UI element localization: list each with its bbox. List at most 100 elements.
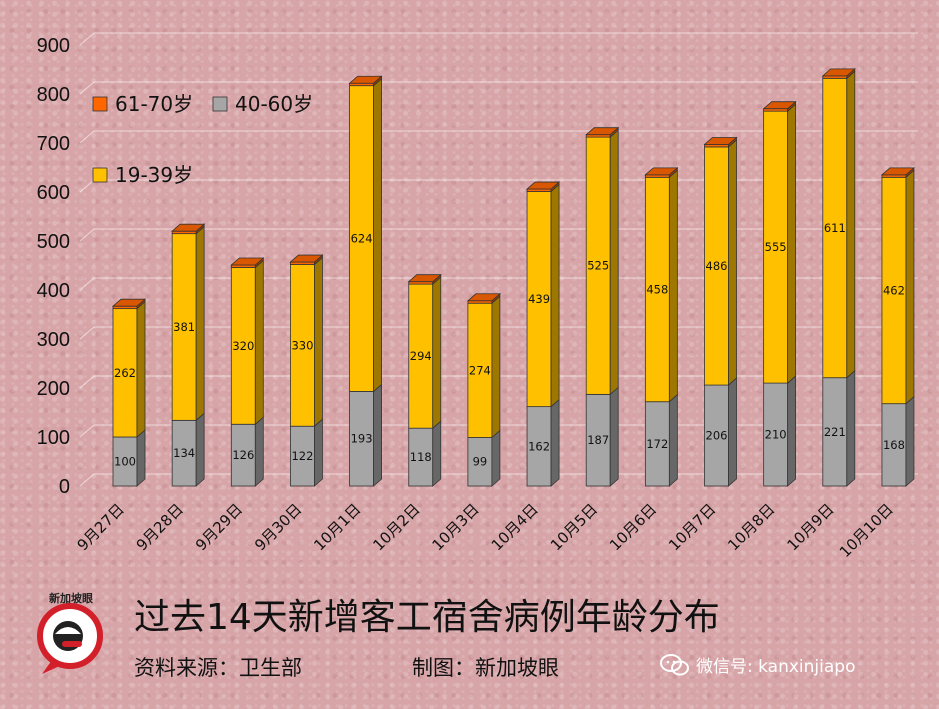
data-label: 486	[706, 259, 728, 273]
bar-top	[525, 181, 561, 190]
bar-top	[466, 293, 501, 302]
x-tick-label: 10月3日	[429, 500, 483, 554]
bar-segment	[881, 176, 907, 405]
x-tick-label: 10月8日	[724, 500, 778, 554]
bar-segment	[230, 267, 256, 425]
y-tick-label: 600	[37, 182, 70, 204]
data-label: 118	[410, 450, 432, 464]
data-label: 462	[883, 283, 905, 297]
bar-segment	[644, 401, 670, 487]
legend: 61-70岁 40-60岁 19-39岁	[92, 92, 313, 187]
data-label: 262	[114, 366, 136, 380]
legend-label: 40-60岁	[235, 92, 313, 116]
y-tick-label: 100	[37, 427, 70, 449]
y-tick-label: 0	[59, 476, 70, 498]
grid-line	[79, 179, 95, 193]
data-label: 381	[173, 320, 195, 334]
bar-top	[821, 68, 856, 77]
bar-segment	[763, 382, 789, 487]
bar-top	[880, 167, 916, 176]
bar-top	[407, 274, 442, 283]
bar-segment	[467, 437, 493, 487]
bar-top	[171, 223, 206, 232]
data-label: 122	[291, 449, 313, 463]
y-axis: 0 100 200 300 400 500 600 700 800 900	[37, 35, 70, 498]
data-label: 134	[173, 446, 195, 460]
bar-side	[728, 139, 737, 386]
bar-side	[432, 420, 442, 487]
x-tick-label: 10月9日	[783, 500, 837, 554]
grid-line	[79, 277, 95, 291]
bar-segment	[112, 308, 138, 438]
bar-segment	[822, 77, 848, 379]
wechat-id: 微信号: kanxinjiapo	[660, 652, 855, 677]
data-label: 611	[824, 221, 846, 235]
bar-segment	[704, 384, 729, 487]
bar-segment	[112, 436, 138, 487]
bar-side	[195, 225, 205, 422]
y-tick-label: 200	[37, 378, 70, 400]
x-tick-label: 10月4日	[488, 500, 542, 554]
chart-maker: 制图：新加坡眼	[412, 656, 559, 680]
data-label: 555	[765, 240, 787, 254]
bar-side	[432, 276, 442, 430]
bar-top	[230, 257, 265, 266]
bar-side	[550, 183, 560, 408]
bar-segment	[349, 391, 375, 487]
legend-label: 19-39岁	[115, 163, 193, 187]
data-label: 274	[469, 363, 491, 377]
grid-line	[79, 130, 95, 144]
bar-side	[609, 386, 619, 487]
data-label: 126	[232, 448, 254, 462]
data-label: 193	[351, 432, 373, 446]
bar-side	[787, 375, 797, 487]
bar-side	[254, 259, 264, 426]
bar-segment	[171, 419, 197, 487]
y-tick-label: 700	[37, 133, 70, 155]
bar-segment	[585, 136, 611, 395]
data-label: 210	[765, 428, 787, 442]
bar-side	[609, 129, 619, 396]
grid-line	[79, 375, 95, 389]
bar-top	[703, 137, 738, 145]
bars: 100 262 134 381 126 320 122 330 193 624 118 294 99 27…	[111, 67, 916, 487]
grid-line	[79, 32, 95, 46]
data-label: 439	[528, 292, 550, 306]
data-label: 330	[291, 338, 313, 352]
bar-top	[111, 298, 147, 307]
data-label: 624	[351, 232, 373, 246]
bar-side	[846, 369, 856, 487]
y-tick-label: 500	[37, 231, 70, 253]
data-source: 资料来源：卫生部	[134, 656, 302, 680]
grid-line	[79, 424, 95, 438]
wechat-text: 微信号: kanxinjiapo	[696, 657, 856, 677]
bar-segment	[526, 191, 552, 408]
data-label: 221	[824, 425, 846, 439]
stacked-bar-chart: 0 100 200 300 400 500 600 700 800 900 100 262 134 38…	[37, 32, 918, 561]
bar-segment	[644, 176, 670, 403]
y-tick-label: 800	[37, 84, 70, 106]
bar-side	[905, 395, 915, 487]
bar-side	[668, 169, 678, 403]
legend-swatch	[92, 167, 108, 183]
bar-side	[728, 377, 737, 487]
x-tick-label: 10月2日	[369, 500, 423, 554]
bar-side	[314, 418, 323, 487]
x-tick-label: 9月30日	[251, 500, 305, 554]
logo-icon	[37, 603, 103, 674]
wechat-icon	[660, 653, 689, 675]
data-label: 99	[473, 455, 488, 469]
grid-line	[79, 326, 95, 340]
data-label: 458	[646, 283, 668, 297]
bar-top	[289, 254, 324, 263]
grid-line	[79, 473, 95, 487]
legend-swatch	[212, 96, 228, 112]
bar-side	[787, 103, 797, 384]
bar-side	[550, 398, 560, 487]
data-label: 168	[883, 438, 905, 452]
bar-side	[373, 77, 383, 393]
legend-label: 61-70岁	[115, 92, 193, 116]
bar-segment	[408, 283, 434, 429]
chart-title: 过去14天新增客工宿舍病例年龄分布	[134, 597, 720, 638]
bar-top	[762, 101, 797, 110]
